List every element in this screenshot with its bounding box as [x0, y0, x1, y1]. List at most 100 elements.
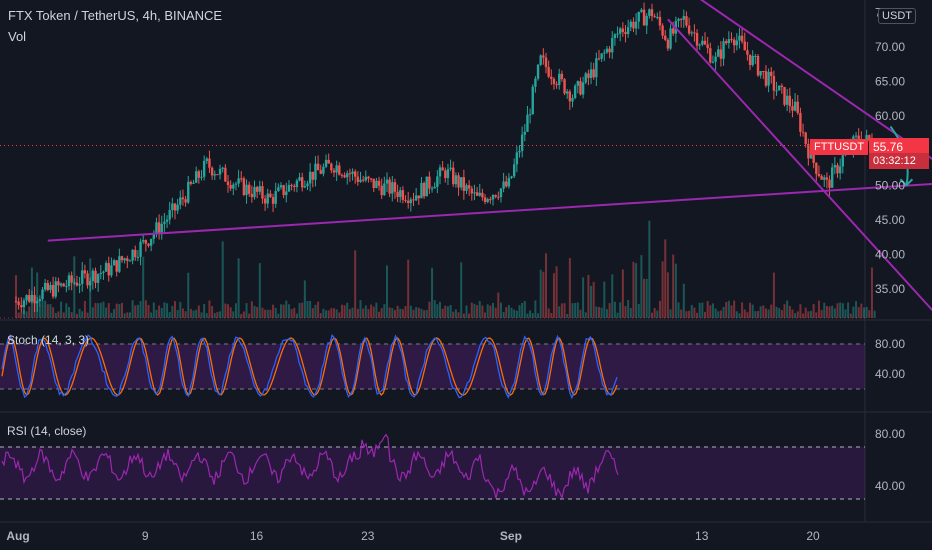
candle-body [534, 78, 537, 87]
candle-body [343, 175, 346, 178]
candle-body [605, 48, 609, 53]
volume-bar [232, 311, 235, 318]
candle-body [324, 159, 328, 167]
candle-body [650, 9, 654, 17]
volume-bar [701, 302, 704, 318]
volume-bar [113, 309, 116, 318]
candle-body [653, 16, 656, 18]
volume-bar [433, 300, 436, 318]
volume-bar [277, 313, 280, 318]
candle-body [481, 192, 484, 198]
volume-bar [439, 301, 441, 318]
candle-body [460, 177, 463, 188]
volume-bar [645, 278, 648, 318]
volume-bar [725, 302, 728, 318]
stoch-label[interactable]: Stoch (14, 3, 3) [7, 333, 90, 347]
volume-bar [280, 304, 282, 318]
volume-bar [425, 310, 428, 318]
drawings[interactable] [47, 0, 932, 317]
candle-body [149, 238, 153, 246]
candle-body [147, 243, 150, 246]
volume-bar [152, 302, 155, 318]
candle-body [179, 197, 182, 205]
volume-bar [417, 307, 420, 318]
volume-bar [420, 308, 423, 318]
currency-badge[interactable]: USDT [878, 8, 916, 24]
candle-body [523, 131, 526, 135]
volume-bar [762, 305, 765, 318]
volume-bar [28, 306, 31, 318]
candle-body [497, 196, 500, 198]
volume-bar [423, 310, 426, 318]
volume-bar [507, 305, 510, 318]
candle-body [679, 18, 683, 20]
volume-bar [134, 305, 137, 318]
candle-body [428, 176, 431, 189]
volume-bar [176, 310, 179, 318]
volume-bar [648, 220, 651, 318]
volume-bar [523, 301, 526, 318]
volume-bar [598, 307, 600, 318]
volume-bar [849, 313, 852, 318]
volume-bar [73, 256, 76, 318]
candle-body [725, 41, 728, 44]
candle-body [367, 176, 370, 179]
candle-body [449, 167, 452, 170]
volume-bar [287, 304, 290, 318]
candle-body [677, 18, 680, 21]
volume-bar [637, 303, 640, 318]
volume-bar [780, 310, 783, 318]
volume-bar [857, 307, 860, 318]
channel-lower-line [667, 18, 932, 312]
volume-bar [770, 304, 773, 318]
candle-body [597, 58, 601, 60]
candle-body [274, 191, 277, 204]
volume-bar [587, 274, 590, 318]
volume-bar [484, 312, 487, 318]
candle-body [255, 186, 259, 192]
volume-bar [362, 308, 365, 318]
volume-bar [372, 306, 375, 318]
time-tick-label: 9 [142, 529, 149, 543]
candle-body [526, 114, 529, 132]
candle-body [67, 275, 71, 287]
rsi-label[interactable]: RSI (14, close) [7, 424, 87, 438]
volume-bar [144, 300, 147, 318]
volume-bar [25, 311, 28, 318]
volume-bar [62, 312, 65, 318]
candle-body [711, 61, 715, 63]
price-tick-label: 65.00 [875, 75, 905, 89]
candle-body [436, 176, 439, 187]
volume-bar [823, 302, 826, 318]
candle-body [187, 181, 190, 203]
volume-bar [65, 303, 68, 318]
volume-bar [282, 304, 285, 318]
candle-body [248, 184, 251, 194]
volume-bar [632, 261, 635, 318]
volume-bar [526, 313, 529, 318]
candle-body [205, 158, 208, 161]
price-tick-label: 35.00 [875, 282, 905, 296]
volume-bar [772, 272, 775, 318]
volume-bar [46, 304, 49, 318]
volume-bar [409, 305, 412, 318]
candle-body [354, 171, 357, 177]
volume-bar [348, 309, 351, 318]
volume-bar [356, 308, 359, 318]
candle-body [473, 192, 476, 194]
candle-body [391, 182, 394, 194]
candle-body [91, 270, 95, 282]
volume-bar [751, 304, 754, 318]
candle-body [775, 90, 778, 92]
candle-body [356, 176, 360, 182]
volume-bar [335, 309, 338, 318]
candle-body [316, 163, 320, 171]
volume-bar [208, 300, 211, 318]
candle-body [740, 35, 744, 42]
volume-bar [868, 310, 871, 318]
volume-bar [550, 313, 553, 318]
candle-body [465, 185, 468, 191]
candle-body [550, 76, 553, 79]
candle-body [269, 193, 272, 198]
